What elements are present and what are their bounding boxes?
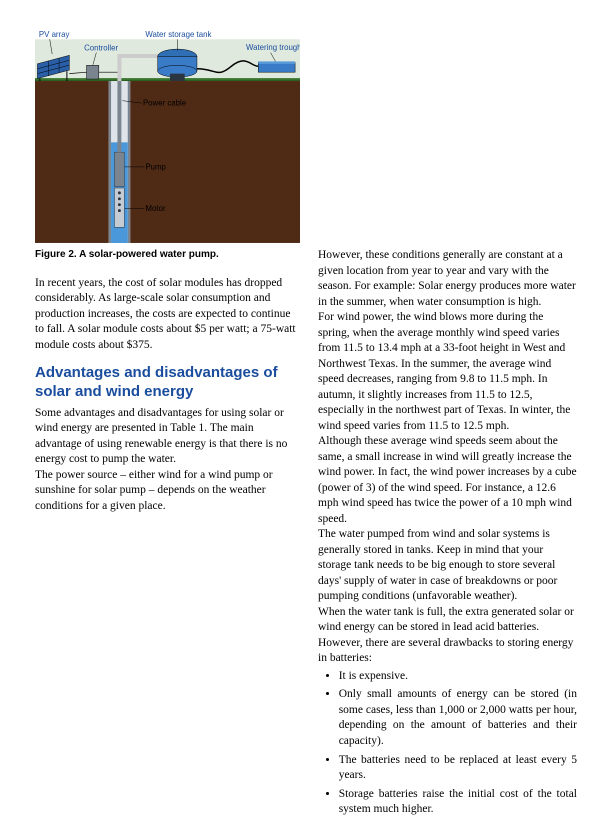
solar-pump-diagram: PV array Controller Water storage tank W… xyxy=(35,25,300,245)
list-item: Only small amounts of energy can be stor… xyxy=(339,687,577,749)
drawback-list: It is expensive. Only small amounts of e… xyxy=(318,669,577,818)
right-p4: The water pumped from wind and solar sys… xyxy=(318,527,577,605)
list-item: Storage batteries raise the initial cost… xyxy=(339,787,577,818)
label-controller: Controller xyxy=(84,44,118,53)
right-p2: For wind power, the wind blows more duri… xyxy=(318,310,577,434)
list-item: The batteries need to be replaced at lea… xyxy=(339,753,577,784)
section-heading: Advantages and disadvantages of solar an… xyxy=(35,364,300,402)
right-p5: When the water tank is full, the extra g… xyxy=(318,605,577,667)
figure-caption: Figure 2. A solar-powered water pump. xyxy=(35,248,300,262)
left-p1: In recent years, the cost of solar modul… xyxy=(35,276,300,354)
list-item: It is expensive. xyxy=(339,669,577,685)
left-p2: Some advantages and disadvantages for us… xyxy=(35,406,300,468)
label-water-tank: Water storage tank xyxy=(145,30,211,39)
label-pv-array: PV array xyxy=(39,30,70,39)
right-p1: However, these conditions generally are … xyxy=(318,248,577,310)
label-trough: Watering trough xyxy=(246,43,300,52)
left-p3: The power source – either wind for a win… xyxy=(35,468,300,515)
figure-diagram: PV array Controller Water storage tank W… xyxy=(35,25,300,245)
label-power-cable: Power cable xyxy=(143,99,187,108)
label-pump: Pump xyxy=(145,162,166,171)
label-motor: Motor xyxy=(145,204,165,213)
right-p3: Although these average wind speeds seem … xyxy=(318,434,577,527)
